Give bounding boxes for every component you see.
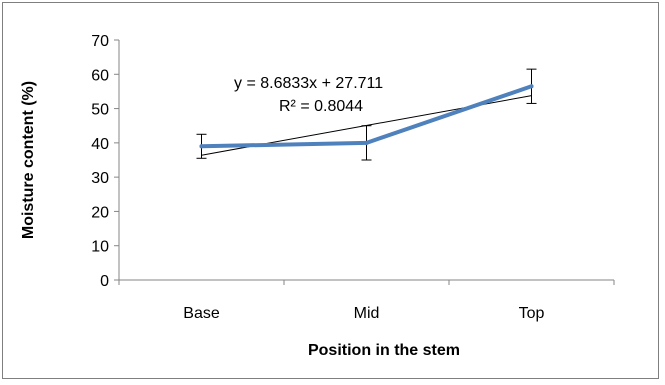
y-axis: 0 10 20 30 40 50 60 70 — [91, 33, 120, 290]
series-lines — [199, 84, 534, 149]
y-tick-label: 50 — [91, 102, 109, 119]
x-axis: Base Mid Top — [118, 279, 615, 322]
y-tick-label: 60 — [91, 67, 109, 84]
y-tick-label: 10 — [91, 239, 109, 256]
series-segment — [199, 140, 369, 149]
x-tick-label: Top — [519, 305, 545, 322]
y-axis-title: Moisture content (%) — [20, 81, 37, 239]
chart-frame — [2, 2, 659, 379]
x-axis-title: Position in the stem — [308, 342, 460, 359]
series-point — [199, 144, 204, 149]
y-tick-label: 30 — [91, 170, 109, 187]
y-tick-label: 20 — [91, 204, 109, 221]
y-tick-label: 0 — [100, 273, 109, 290]
series-point — [529, 84, 534, 89]
x-tick-label: Base — [183, 305, 220, 322]
x-tick-label: Mid — [354, 305, 380, 322]
series-point — [364, 140, 369, 145]
trendline-r2: R² = 0.8044 — [279, 98, 363, 115]
series-segment — [364, 84, 534, 145]
trendline-equation: y = 8.6833x + 27.711 — [234, 75, 383, 92]
y-tick-label: 40 — [91, 136, 109, 153]
y-tick-label: 70 — [91, 33, 109, 50]
